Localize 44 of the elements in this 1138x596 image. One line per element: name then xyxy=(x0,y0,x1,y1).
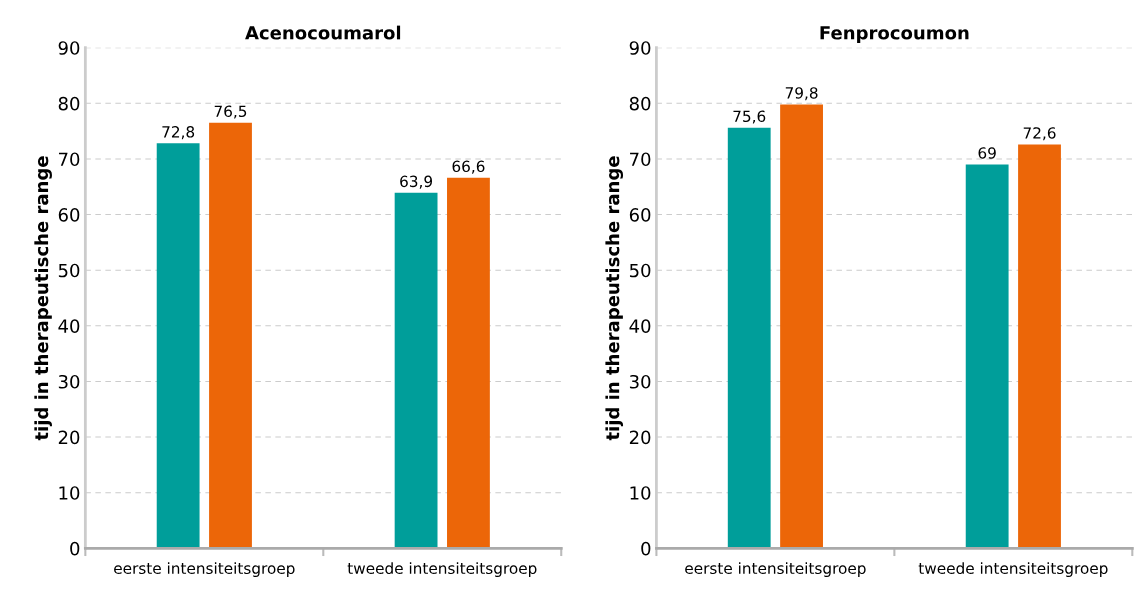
bar xyxy=(394,192,438,549)
bar xyxy=(727,127,771,549)
bar xyxy=(1018,144,1061,549)
y-tick-label: 50 xyxy=(629,263,651,278)
data-label: 75,6 xyxy=(733,110,766,124)
data-label: 79,8 xyxy=(785,87,818,101)
y-tick-label: 10 xyxy=(630,486,651,500)
data-label: 72,6 xyxy=(1023,127,1056,141)
y-tick-label: 80 xyxy=(629,96,651,111)
y-tick-label: 30 xyxy=(58,374,80,389)
x-tick-label: eerste intensiteitsgroep xyxy=(114,562,295,577)
data-label: 69 xyxy=(978,147,996,159)
chart-title: Acenocoumarol xyxy=(245,25,401,40)
y-tick-label: 80 xyxy=(58,96,80,111)
y-tick-label: 0 xyxy=(70,541,80,556)
bar xyxy=(780,104,823,549)
bar xyxy=(156,143,200,549)
data-label: 63,9 xyxy=(400,175,433,189)
y-tick-label: 20 xyxy=(629,430,651,445)
x-tick-label: tweede intensiteitsgroep xyxy=(347,562,537,577)
y-tick-label: 70 xyxy=(630,152,651,167)
y-tick-label: 20 xyxy=(58,430,80,445)
bar xyxy=(447,177,490,549)
y-tick-label: 60 xyxy=(629,208,651,222)
x-tick-label: tweede intensiteitsgroep xyxy=(918,562,1108,577)
data-label: 66,6 xyxy=(452,160,485,174)
y-tick-label: 60 xyxy=(58,208,80,222)
y-tick-label: 90 xyxy=(629,41,651,55)
chart-title: Fenprocoumon xyxy=(820,26,969,44)
y-tick-label: 10 xyxy=(59,486,80,500)
y-tick-label: 70 xyxy=(58,152,80,167)
data-label: 76,5 xyxy=(214,105,247,119)
y-tick-label: 0 xyxy=(641,541,651,556)
y-axis-title: tijd in therapeutische range xyxy=(605,156,624,441)
y-tick-label: 30 xyxy=(629,374,651,389)
bar xyxy=(965,164,1009,549)
y-tick-label: 40 xyxy=(58,319,80,333)
y-tick-label: 40 xyxy=(629,319,651,333)
bar xyxy=(209,122,252,549)
y-tick-label: 90 xyxy=(58,41,80,55)
y-axis-title: tijd in therapeutische range xyxy=(34,156,52,441)
x-tick-label: eerste intensiteitsgroep xyxy=(685,562,866,577)
data-label: 72,8 xyxy=(162,126,195,140)
y-tick-label: 50 xyxy=(58,263,80,278)
